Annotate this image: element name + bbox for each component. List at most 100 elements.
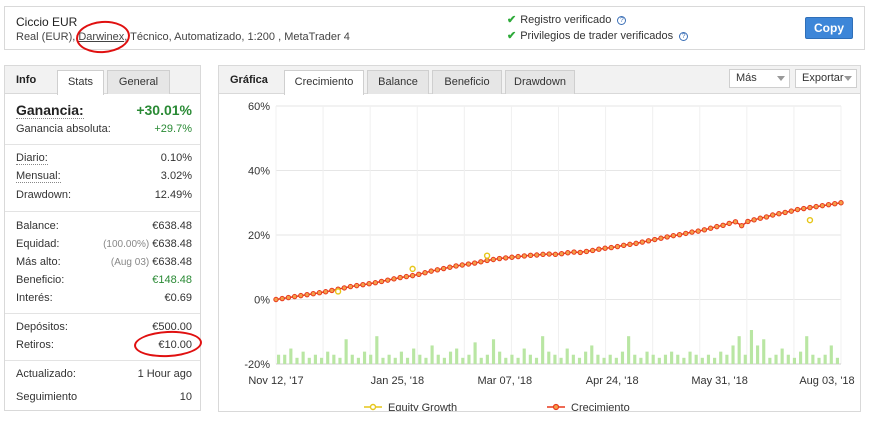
- growth-point: [714, 223, 720, 230]
- volume-bar: [811, 354, 815, 364]
- equity-point: [806, 216, 814, 224]
- export-label: Exportar: [802, 72, 844, 84]
- volume-bar: [430, 345, 434, 364]
- profit-label: Beneficio:: [16, 274, 65, 286]
- volume-bar: [737, 336, 741, 364]
- daily-value: 0.10%: [160, 152, 192, 164]
- growth-point: [577, 249, 583, 256]
- divider: [5, 313, 200, 314]
- growth-point: [645, 238, 652, 244]
- volume-bar: [498, 351, 502, 364]
- growth-point: [695, 228, 701, 234]
- copy-button[interactable]: Copy: [805, 17, 853, 39]
- equity-point: [483, 252, 491, 259]
- gain-value: +30.01%: [136, 102, 192, 118]
- equity-series-markers: [334, 216, 814, 295]
- abs-gain-value: +29.7%: [154, 123, 192, 135]
- x-tick-label: Jan 25, '18: [371, 375, 424, 387]
- info-label: Info: [16, 74, 37, 86]
- followers-label: Seguimiento: [16, 391, 78, 403]
- updated-label: Actualizado:: [16, 368, 76, 380]
- interest-label: Interés:: [16, 292, 53, 304]
- volume-bar: [584, 351, 588, 364]
- growth-point: [788, 208, 795, 214]
- highest-value: €638.48: [152, 256, 192, 268]
- x-tick-label: May 31, '18: [691, 375, 748, 387]
- verified-privileges-label: Privilegios de trader verificados: [520, 30, 674, 42]
- growth-point: [385, 277, 391, 283]
- volume-bar: [774, 354, 778, 364]
- help-icon[interactable]: ?: [617, 16, 627, 25]
- growth-point: [751, 217, 757, 223]
- growth-point: [329, 287, 335, 294]
- monthly-label: Mensual:: [16, 170, 61, 183]
- volume-bar: [485, 354, 489, 364]
- volume-bar: [768, 357, 772, 364]
- growth-point: [527, 252, 534, 259]
- growth-point: [726, 220, 732, 227]
- volume-bar: [313, 354, 317, 364]
- volume-bar: [829, 345, 833, 364]
- volume-bar: [473, 342, 477, 364]
- chevron-down-icon: [844, 76, 852, 81]
- growth-point: [801, 205, 807, 212]
- x-axis-ticks: Nov 12, '17 Jan 25, '18 Mar 07, '18 Apr 24,…: [248, 375, 854, 387]
- growth-point: [720, 222, 726, 229]
- growth-point: [670, 232, 677, 239]
- volume-bar: [700, 357, 704, 364]
- tab-balance[interactable]: Balance: [367, 70, 429, 94]
- growth-point: [422, 270, 428, 276]
- volume-bar: [448, 351, 453, 364]
- growth-point: [782, 209, 788, 216]
- highest-note: (Aug 03): [110, 257, 150, 268]
- volume-bar: [455, 348, 459, 364]
- updated-row: Actualizado: 1 Hour ago: [16, 368, 192, 384]
- help-icon[interactable]: ?: [679, 32, 689, 41]
- broker-link[interactable]: Darwinex: [78, 31, 125, 43]
- withdrawals-row: Retiros: €10.00: [16, 339, 192, 355]
- equity-note: (100.00%): [103, 239, 150, 250]
- volume-bar: [731, 345, 735, 364]
- chart-label: Gráfica: [230, 74, 268, 86]
- growth-point: [416, 271, 422, 278]
- volume-bar: [387, 354, 391, 364]
- account-header: Ciccio EUR Real (EUR), Darwinex, Técnico…: [4, 6, 865, 50]
- growth-point: [391, 276, 397, 282]
- highest-value-group: (Aug 03) €638.48: [111, 256, 192, 268]
- equity-value-group: (100.00%) €638.48: [103, 238, 192, 250]
- growth-point: [596, 246, 602, 252]
- more-dropdown[interactable]: Más: [729, 69, 790, 88]
- tab-drawdown[interactable]: Drawdown: [505, 70, 575, 94]
- growth-point: [658, 235, 664, 241]
- volume-bar: [338, 357, 342, 364]
- tab-stats[interactable]: Stats: [57, 70, 104, 95]
- volume-bar: [516, 357, 520, 364]
- growth-point: [341, 285, 347, 291]
- growth-point: [540, 251, 546, 258]
- growth-point: [304, 291, 310, 298]
- volume-bar: [301, 351, 305, 364]
- volume-bar: [369, 354, 373, 364]
- tab-general[interactable]: General: [107, 70, 170, 94]
- tab-profit[interactable]: Beneficio: [432, 70, 502, 94]
- volume-bar: [393, 357, 397, 364]
- x-tick-label: Aug 03, '18: [799, 375, 854, 387]
- growth-point: [440, 265, 447, 272]
- volume-bar: [682, 357, 686, 364]
- account-specs: , Técnico, Automatizado, 1:200 , MetaTra…: [124, 31, 350, 43]
- followers-row: Seguimiento 10: [16, 391, 192, 407]
- volume-bar: [522, 348, 526, 364]
- growth-point: [285, 294, 292, 301]
- check-icon: ✔: [507, 30, 517, 42]
- abs-gain-row: Ganancia absoluta: +29.7%: [16, 123, 192, 139]
- equity-label: Equidad:: [16, 238, 60, 250]
- export-dropdown[interactable]: Exportar: [795, 69, 857, 88]
- growth-point: [496, 255, 503, 262]
- growth-point: [652, 236, 658, 243]
- growth-point: [521, 253, 528, 259]
- volume-bar: [326, 351, 330, 364]
- volume-bar: [651, 354, 655, 364]
- volume-bar: [375, 336, 379, 364]
- volume-bar: [541, 336, 545, 364]
- tab-growth[interactable]: Crecimiento: [284, 70, 364, 95]
